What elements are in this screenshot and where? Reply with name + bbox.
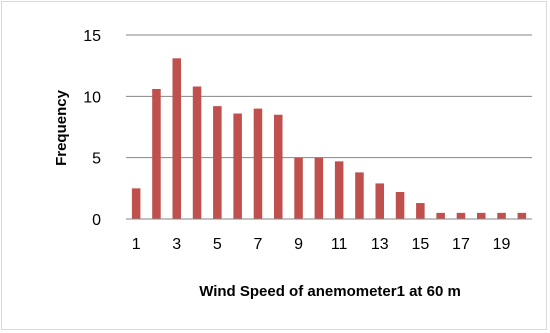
bar-12 bbox=[355, 172, 364, 219]
bar-7 bbox=[253, 108, 263, 219]
bar-14 bbox=[395, 192, 405, 219]
y-tick-label: 5 bbox=[92, 151, 101, 168]
bar-4 bbox=[192, 86, 202, 220]
bar-9 bbox=[294, 157, 303, 219]
bar-16 bbox=[436, 212, 445, 219]
bar-20 bbox=[517, 212, 527, 219]
x-axis-title: Wind Speed of anemometer1 at 60 m bbox=[199, 283, 461, 300]
y-axis-title: Frequency bbox=[53, 89, 70, 166]
x-tick-label: 7 bbox=[253, 236, 262, 253]
x-tick-label: 5 bbox=[213, 236, 222, 253]
bar-5 bbox=[213, 106, 222, 219]
bar-15 bbox=[416, 203, 425, 219]
bar-3 bbox=[172, 58, 182, 219]
y-tick-label: 10 bbox=[83, 89, 101, 106]
y-tick-label: 15 bbox=[83, 28, 101, 45]
bar-8 bbox=[273, 114, 283, 219]
x-tick-label: 15 bbox=[411, 236, 429, 253]
x-tick-label: 1 bbox=[132, 236, 141, 253]
x-tick-labels: 1 3 5 7 9 11 13 15 17 19 bbox=[132, 236, 511, 253]
bars bbox=[131, 58, 527, 220]
bar-10 bbox=[314, 157, 324, 219]
bar-6 bbox=[233, 113, 242, 219]
y-tick-label: 0 bbox=[92, 212, 101, 229]
bar-11 bbox=[334, 161, 344, 219]
bar-17 bbox=[456, 212, 466, 219]
bar-1 bbox=[131, 188, 141, 219]
x-tick-label: 13 bbox=[371, 236, 389, 253]
y-tick-labels: 0 5 10 15 bbox=[83, 28, 101, 229]
x-tick-label: 11 bbox=[331, 236, 348, 253]
bar-18 bbox=[476, 212, 486, 219]
x-tick-label: 3 bbox=[172, 236, 181, 253]
bar-2 bbox=[152, 88, 161, 220]
x-tick-label: 17 bbox=[452, 236, 470, 253]
bar-19 bbox=[497, 212, 506, 219]
bar-13 bbox=[375, 183, 385, 219]
gridlines bbox=[126, 34, 532, 159]
x-tick-label: 9 bbox=[294, 236, 303, 253]
x-tick-label: 19 bbox=[493, 236, 511, 253]
